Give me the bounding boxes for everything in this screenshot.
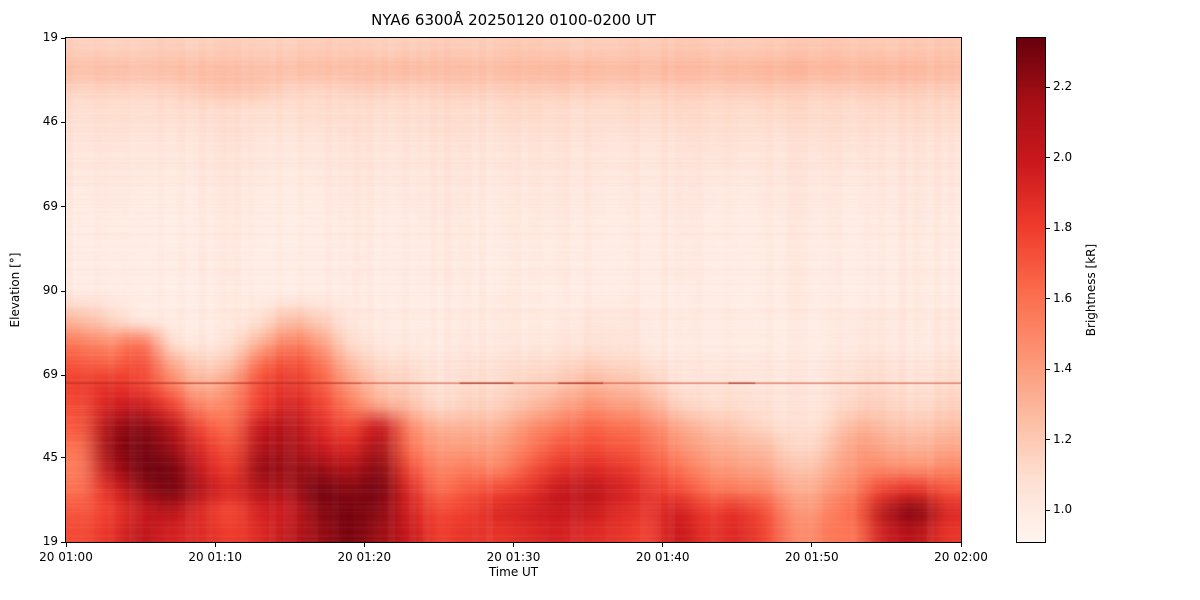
x-tick-label: 20 01:10 xyxy=(188,550,243,564)
y-tick-label: 69 xyxy=(42,198,58,213)
y-tick-label: 46 xyxy=(42,114,58,129)
colorbar xyxy=(1016,37,1046,543)
x-tick-label: 20 01:00 xyxy=(39,550,93,564)
colorbar-tick-mark xyxy=(1046,86,1050,88)
y-tick-label: 19 xyxy=(42,30,58,44)
y-tick-label: 69 xyxy=(42,367,58,382)
x-tick-mark xyxy=(960,543,962,547)
colorbar-tick-mark xyxy=(1046,227,1050,229)
x-tick-mark xyxy=(662,543,664,547)
colorbar-tick-mark xyxy=(1046,439,1050,441)
x-tick-label: 20 01:50 xyxy=(784,550,839,564)
y-tick-mark xyxy=(61,541,65,543)
colorbar-tick-label: 1.2 xyxy=(1053,431,1073,446)
chart-title: NYA6 6300Å 20250120 0100-0200 UT xyxy=(371,11,656,29)
colorbar-gradient xyxy=(1017,38,1045,542)
colorbar-tick-label: 1.8 xyxy=(1053,220,1073,235)
x-tick-mark xyxy=(363,543,365,547)
x-tick-mark xyxy=(513,543,514,547)
y-tick-label: 45 xyxy=(42,449,58,464)
heatmap-plot-area xyxy=(65,37,962,543)
colorbar-tick-label: 1.4 xyxy=(1053,361,1073,376)
y-tick-mark xyxy=(61,37,65,39)
x-tick-label: 20 02:00 xyxy=(934,550,988,564)
colorbar-label: Brightness [kR] xyxy=(1084,243,1098,337)
colorbar-tick-label: 2.2 xyxy=(1053,79,1073,94)
x-tick-mark xyxy=(811,543,813,547)
y-tick-mark xyxy=(61,290,65,292)
colorbar-tick-label: 1.0 xyxy=(1053,502,1073,517)
x-axis-label: Time UT xyxy=(488,565,539,579)
colorbar-tick-mark xyxy=(1046,368,1050,370)
colorbar-tick-mark xyxy=(1046,509,1050,511)
y-tick-label: 90 xyxy=(42,283,58,297)
y-axis-label: Elevation [°] xyxy=(8,252,22,328)
y-tick-mark xyxy=(61,121,65,123)
y-tick-label: 19 xyxy=(42,534,58,548)
colorbar-tick-mark xyxy=(1046,298,1050,300)
colorbar-tick-label: 1.6 xyxy=(1053,290,1073,305)
x-tick-mark xyxy=(214,543,216,547)
colorbar-tick-mark xyxy=(1046,157,1050,159)
heatmap-canvas xyxy=(66,38,961,542)
x-tick-mark xyxy=(65,543,67,547)
x-tick-label: 20 01:20 xyxy=(337,550,392,564)
colorbar-tick-label: 2.0 xyxy=(1053,149,1073,164)
x-tick-label: 20 01:30 xyxy=(486,550,541,564)
y-tick-mark xyxy=(61,374,65,376)
y-tick-mark xyxy=(61,457,65,459)
x-tick-label: 20 01:40 xyxy=(635,550,690,564)
y-tick-mark xyxy=(61,206,65,208)
